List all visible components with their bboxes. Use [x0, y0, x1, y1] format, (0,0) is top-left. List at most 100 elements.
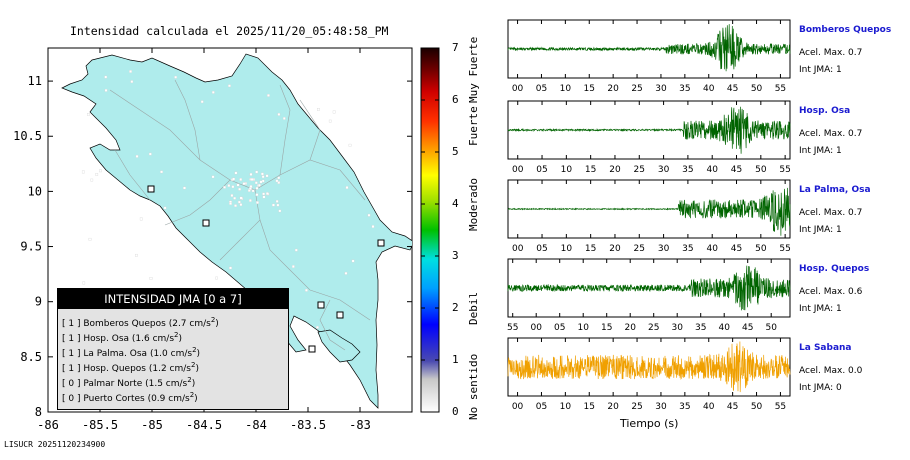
- legend-row-station: Puerto Cortes: [80, 394, 148, 404]
- time-tick-label: 45: [731, 165, 742, 175]
- station-max-accel: Acel. Max. 0.7: [799, 129, 863, 139]
- time-tick-label: 05: [536, 244, 547, 254]
- station-dot: [277, 181, 281, 184]
- waveform-trace: [507, 265, 791, 311]
- colorbar-category-label: Fuerte: [467, 106, 480, 147]
- station-dot: [272, 203, 275, 207]
- lon-tick-label: -84: [245, 418, 267, 432]
- legend-row-value: (0.9 cm/s: [147, 394, 190, 404]
- station-dot: [200, 100, 204, 104]
- time-tick-label: 10: [561, 165, 573, 175]
- station-dot: [345, 186, 349, 189]
- time-tick-label: 30: [658, 165, 670, 175]
- station-dot: [237, 200, 241, 204]
- time-tick-label: 30: [655, 402, 667, 412]
- station-dot: [255, 193, 259, 197]
- legend-row-station: Hosp. Quepos: [80, 364, 149, 374]
- lon-tick-label: -83: [349, 418, 371, 432]
- lat-tick-label: 10: [28, 184, 42, 198]
- station-name: La Palma, Osa: [799, 185, 871, 195]
- time-tick-label: 10: [560, 84, 572, 94]
- legend-row-value: (1.5 cm/s: [145, 379, 188, 389]
- station-dot: [239, 178, 243, 181]
- legend-row-level: [ 1 ]: [62, 349, 81, 359]
- time-tick-label: 50: [755, 165, 767, 175]
- station-dot: [278, 209, 282, 213]
- lat-tick-label: 11: [28, 74, 42, 88]
- time-tick-label: 10: [561, 244, 573, 254]
- station-dot: [242, 182, 246, 186]
- station-dot: [332, 110, 336, 114]
- time-tick-label: 15: [584, 84, 595, 94]
- time-tick-label: 25: [631, 402, 642, 412]
- station-dot: [215, 276, 218, 280]
- time-tick-label: 20: [624, 323, 636, 333]
- legend-box: INTENSIDAD JMA [0 a 7] [ 1 ] Bomberos Qu…: [57, 288, 289, 410]
- time-tick-label: 55: [775, 402, 786, 412]
- time-tick-label: 15: [585, 165, 596, 175]
- station-dot: [255, 170, 259, 174]
- station-dot: [160, 170, 163, 174]
- colorbar-category-label: No sentido: [467, 353, 480, 420]
- accelerograph-marker: [308, 345, 316, 353]
- station-dot: [234, 171, 238, 175]
- time-tick-label: 40: [706, 165, 718, 175]
- station-max-accel: Acel. Max. 0.0: [799, 366, 863, 376]
- time-tick-label: 35: [682, 165, 693, 175]
- station-dot: [249, 185, 253, 188]
- lat-tick-label: 9: [35, 295, 42, 309]
- lat-tick-label: 10.5: [13, 129, 42, 143]
- accelerograph-marker: [317, 301, 325, 309]
- legend-row-level: [ 1 ]: [62, 334, 81, 344]
- station-dot: [233, 196, 236, 200]
- station-dot: [81, 170, 85, 174]
- lon-tick-label: -86: [37, 418, 59, 432]
- station-dot: [87, 113, 90, 116]
- station-dot: [228, 84, 231, 88]
- colorbar-tick-label: 5: [452, 145, 459, 158]
- time-tick-label: 35: [679, 402, 690, 412]
- legend-row-close: ): [194, 394, 198, 404]
- legend-row-unit-exponent: 2: [187, 376, 192, 384]
- station-dot: [265, 192, 269, 195]
- map-axes: 11 10.5 10 9.5 9 8.5 8-86 -85.5 -85 -84.5 -84 -83.5…: [13, 48, 412, 432]
- time-tick-label: 55: [779, 165, 790, 175]
- station-dot: [211, 90, 215, 94]
- legend-row-unit-exponent: 2: [189, 391, 195, 399]
- colorbar-tick-label: 4: [452, 197, 459, 210]
- station-jma-intensity: Int JMA: 1: [799, 65, 842, 75]
- station-dot: [129, 70, 132, 73]
- waveform-trace: [507, 341, 791, 393]
- seismogram-panel: 00 05 10 15 20 25 30 35 40 45 50 55: [507, 100, 791, 175]
- station-dot: [258, 183, 261, 187]
- station-dot: [249, 173, 253, 176]
- time-tick-label: 45: [742, 323, 753, 333]
- station-dot: [227, 184, 231, 187]
- time-tick-label: 05: [554, 323, 565, 333]
- accelerograph-marker: [336, 311, 344, 319]
- time-tick-label: 35: [695, 323, 706, 333]
- legend-row-unit-exponent: 2: [192, 346, 197, 354]
- x-axis-label: Tiempo (s): [620, 417, 679, 430]
- lon-tick-label: -84.5: [186, 418, 222, 432]
- time-tick-label: 30: [655, 84, 667, 94]
- legend-row: [ 0 ] Puerto Cortes (0.9 cm/s2): [62, 391, 198, 404]
- station-dot: [294, 248, 298, 252]
- station-dot: [255, 186, 259, 190]
- time-tick-label: 25: [648, 323, 659, 333]
- station-dot: [262, 195, 266, 199]
- waveform-trace: [507, 187, 791, 236]
- legend-row-close: ): [178, 334, 183, 344]
- station-name: Hosp. Osa: [799, 106, 851, 116]
- station-dot: [291, 265, 295, 268]
- time-tick-label: 20: [607, 84, 619, 94]
- station-dot: [238, 187, 241, 191]
- time-tick-label: 05: [536, 402, 547, 412]
- station-jma-intensity: Int JMA: 0: [799, 383, 842, 393]
- station-dot: [231, 185, 235, 189]
- colorbar: [420, 47, 440, 413]
- station-dot: [148, 152, 152, 156]
- station-dot: [367, 213, 371, 217]
- station-dot: [276, 203, 280, 207]
- time-tick-label: 50: [751, 402, 763, 412]
